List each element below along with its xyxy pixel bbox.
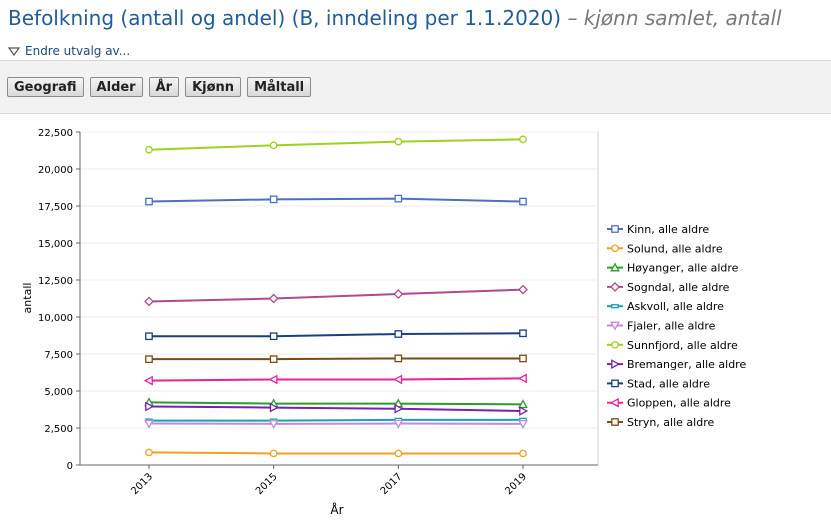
data-point [146, 356, 152, 362]
y-tick-label: 22,500 [38, 128, 73, 139]
y-tick-label: 5,000 [44, 387, 73, 398]
data-point [146, 147, 152, 153]
series-line [149, 358, 523, 359]
y-tick-label: 20,000 [38, 165, 73, 176]
data-point [395, 355, 401, 361]
legend-item[interactable]: Kinn, alle aldre [607, 223, 709, 236]
toolbar: Geografi Alder År Kjønn Måltall [0, 60, 831, 114]
data-point [395, 450, 401, 456]
legend-item[interactable]: Sogndal, alle aldre [607, 281, 730, 294]
x-tick-label: 2015 [254, 471, 280, 497]
line-chart: 0 2,500 5,000 7,500 10,000 12,500 15,000 17,500… [0, 112, 831, 526]
y-tick-label: 7,500 [44, 350, 73, 361]
legend-marker [612, 226, 618, 232]
data-point [146, 333, 152, 339]
legend-item[interactable]: Askvoll, alle aldre [607, 300, 724, 313]
change-selection-link[interactable]: Endre utvalg av... [8, 44, 130, 58]
legend-label: Sunnfjord, alle aldre [627, 339, 738, 352]
chart-area: 0 2,500 5,000 7,500 10,000 12,500 15,000 17,500… [0, 112, 831, 526]
legend-label: Kinn, alle aldre [627, 223, 709, 236]
legend-marker [612, 360, 619, 368]
data-point [520, 198, 526, 204]
legend-item[interactable]: Gloppen, alle aldre [607, 397, 731, 410]
legend-marker [612, 245, 618, 251]
x-tick-label: 2019 [503, 471, 529, 497]
data-point [146, 198, 152, 204]
legend-marker [612, 419, 618, 425]
change-selection-label: Endre utvalg av... [25, 44, 130, 58]
title-text: Befolkning (antall og andel) (B, inndeli… [8, 6, 561, 30]
data-point [270, 356, 276, 362]
alder-button[interactable]: Alder [90, 77, 143, 97]
legend-item[interactable]: Sunnfjord, alle aldre [607, 339, 738, 352]
data-point [520, 330, 526, 336]
title-subtitle: – kjønn samlet, antall [567, 6, 781, 30]
legend-item[interactable]: Bremanger, alle aldre [607, 358, 746, 371]
y-tick-label: 12,500 [38, 276, 73, 287]
legend-label: Askvoll, alle aldre [627, 300, 724, 313]
legend-item[interactable]: Solund, alle aldre [607, 242, 723, 255]
legend-label: Høyanger, alle aldre [627, 262, 739, 275]
y-axis-label: antall [21, 283, 34, 314]
legend-label: Bremanger, alle aldre [627, 358, 746, 371]
legend-label: Sogndal, alle aldre [627, 281, 730, 294]
legend-label: Solund, alle aldre [627, 242, 723, 255]
legend-marker [612, 305, 618, 308]
kjonn-button[interactable]: Kjønn [185, 77, 241, 97]
legend-label: Stryn, alle aldre [627, 416, 714, 429]
legend-label: Stad, alle aldre [627, 377, 710, 390]
legend-item[interactable]: Stad, alle aldre [607, 377, 710, 390]
geografi-button[interactable]: Geografi [7, 77, 84, 97]
legend-item[interactable]: Stryn, alle aldre [607, 416, 714, 429]
legend-item[interactable]: Høyanger, alle aldre [607, 262, 739, 275]
data-point [395, 331, 401, 337]
y-tick-label: 15,000 [38, 239, 73, 250]
legend-label: Fjaler, alle aldre [627, 320, 716, 333]
y-tick-label: 10,000 [38, 313, 73, 324]
data-point [520, 355, 526, 361]
data-point [520, 450, 526, 456]
legend-label: Gloppen, alle aldre [627, 397, 731, 410]
legend-marker [611, 283, 619, 291]
triangle-down-icon [8, 46, 20, 56]
data-point [395, 195, 401, 201]
x-axis-label: År [330, 502, 343, 517]
maltall-button[interactable]: Måltall [247, 77, 311, 97]
data-point [395, 138, 401, 144]
data-point [270, 196, 276, 202]
data-point [520, 136, 526, 142]
y-tick-label: 17,500 [38, 202, 73, 213]
series-line [149, 420, 523, 421]
data-point [270, 450, 276, 456]
series-line [149, 452, 523, 453]
y-tick-label: 2,500 [44, 424, 73, 435]
data-point [270, 142, 276, 148]
header: Befolkning (antall og andel) (B, inndeli… [0, 0, 831, 60]
data-point [146, 449, 152, 455]
page-title: Befolkning (antall og andel) (B, inndeli… [8, 6, 782, 30]
data-point [270, 333, 276, 339]
ar-button[interactable]: År [149, 77, 179, 97]
legend-marker [612, 342, 618, 348]
x-tick-label: 2013 [129, 471, 155, 497]
legend-marker [612, 380, 618, 386]
legend-marker [611, 399, 618, 407]
y-tick-label: 0 [67, 461, 73, 472]
legend-item[interactable]: Fjaler, alle aldre [607, 320, 716, 333]
x-tick-label: 2017 [379, 471, 405, 497]
